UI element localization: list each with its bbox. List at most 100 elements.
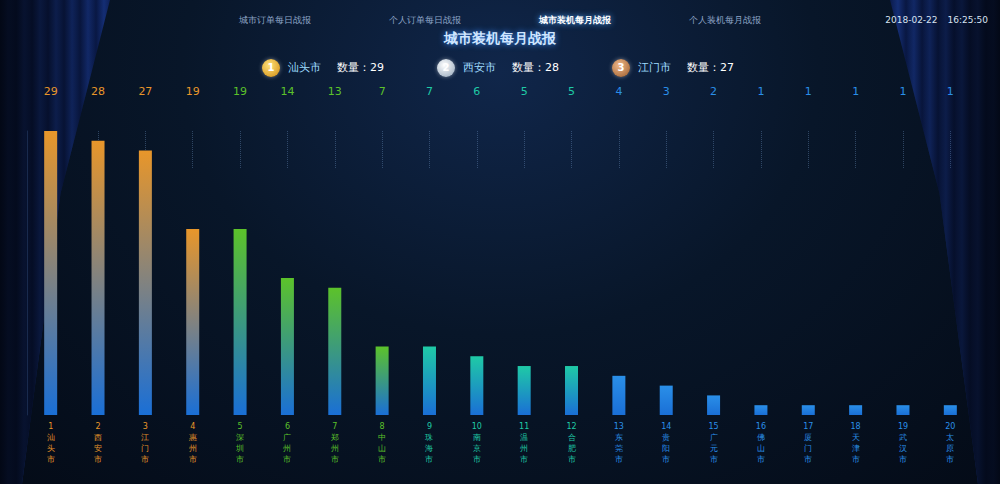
- svg-text:7: 7: [332, 422, 337, 431]
- svg-text:3: 3: [143, 422, 148, 431]
- svg-text:18: 18: [851, 422, 861, 431]
- svg-text:广: 广: [283, 433, 291, 442]
- svg-text:19: 19: [186, 85, 200, 98]
- svg-text:原: 原: [946, 444, 954, 453]
- svg-text:6: 6: [473, 85, 480, 98]
- svg-text:元: 元: [710, 444, 718, 453]
- svg-text:5: 5: [568, 85, 575, 98]
- svg-text:15: 15: [708, 422, 718, 431]
- svg-text:门: 门: [804, 444, 812, 453]
- svg-text:州: 州: [283, 444, 291, 453]
- svg-text:4: 4: [190, 422, 195, 431]
- svg-text:广: 广: [710, 433, 718, 442]
- svg-text:19: 19: [233, 85, 247, 98]
- svg-text:市: 市: [662, 455, 670, 464]
- svg-text:山: 山: [378, 444, 386, 453]
- svg-text:市: 市: [236, 455, 244, 464]
- svg-text:10: 10: [472, 422, 482, 431]
- svg-text:西: 西: [94, 433, 102, 442]
- svg-text:5: 5: [238, 422, 243, 431]
- svg-text:13: 13: [328, 85, 342, 98]
- svg-text:市: 市: [710, 455, 718, 464]
- svg-text:5: 5: [521, 85, 528, 98]
- svg-text:惠: 惠: [188, 433, 197, 442]
- svg-text:4: 4: [615, 85, 622, 98]
- svg-text:14: 14: [280, 85, 294, 98]
- svg-text:市: 市: [425, 455, 433, 464]
- svg-text:1: 1: [852, 85, 859, 98]
- svg-text:中: 中: [378, 433, 386, 442]
- svg-text:武: 武: [899, 433, 907, 442]
- svg-text:珠: 珠: [425, 433, 433, 442]
- svg-text:市: 市: [757, 455, 765, 464]
- svg-text:头: 头: [47, 444, 55, 453]
- svg-text:19: 19: [898, 422, 908, 431]
- svg-text:市: 市: [378, 455, 386, 464]
- svg-text:1: 1: [48, 422, 53, 431]
- svg-text:市: 市: [47, 455, 55, 464]
- svg-text:市: 市: [899, 455, 907, 464]
- svg-text:17: 17: [803, 422, 813, 431]
- svg-text:2: 2: [95, 422, 100, 431]
- svg-text:东: 东: [615, 433, 623, 442]
- svg-text:市: 市: [852, 455, 860, 464]
- svg-text:3: 3: [663, 85, 670, 98]
- svg-text:9: 9: [427, 422, 432, 431]
- svg-text:阳: 阳: [662, 444, 670, 453]
- svg-text:市: 市: [283, 455, 291, 464]
- svg-text:市: 市: [331, 455, 339, 464]
- svg-text:肥: 肥: [568, 444, 576, 453]
- svg-text:11: 11: [519, 422, 529, 431]
- svg-text:20: 20: [945, 422, 955, 431]
- svg-text:6: 6: [285, 422, 290, 431]
- svg-text:2: 2: [710, 85, 717, 98]
- svg-text:天: 天: [852, 433, 860, 442]
- svg-text:太: 太: [946, 433, 954, 442]
- svg-text:29: 29: [44, 85, 58, 98]
- svg-text:16: 16: [756, 422, 766, 431]
- svg-text:莞: 莞: [615, 444, 623, 453]
- svg-text:14: 14: [661, 422, 671, 431]
- svg-text:28: 28: [91, 85, 105, 98]
- svg-text:13: 13: [614, 422, 624, 431]
- svg-text:市: 市: [473, 455, 481, 464]
- svg-text:12: 12: [566, 422, 576, 431]
- svg-text:安: 安: [94, 444, 102, 453]
- svg-text:7: 7: [379, 85, 386, 98]
- svg-text:贵: 贵: [662, 433, 670, 442]
- svg-text:8: 8: [380, 422, 385, 431]
- svg-text:深: 深: [236, 433, 244, 442]
- svg-text:海: 海: [425, 444, 433, 453]
- svg-text:圳: 圳: [235, 444, 244, 453]
- svg-text:江: 江: [141, 433, 149, 442]
- svg-text:郑: 郑: [331, 433, 339, 442]
- svg-text:市: 市: [141, 455, 149, 464]
- svg-text:合: 合: [568, 433, 576, 442]
- svg-text:市: 市: [568, 455, 576, 464]
- svg-text:1: 1: [947, 85, 954, 98]
- svg-text:市: 市: [189, 455, 197, 464]
- svg-text:7: 7: [426, 85, 433, 98]
- svg-text:市: 市: [946, 455, 954, 464]
- svg-text:州: 州: [331, 444, 339, 453]
- svg-text:汉: 汉: [899, 444, 907, 453]
- svg-text:市: 市: [804, 455, 812, 464]
- svg-text:佛: 佛: [757, 433, 765, 442]
- svg-text:南: 南: [473, 433, 481, 442]
- svg-text:温: 温: [520, 433, 528, 442]
- svg-text:京: 京: [473, 444, 481, 453]
- svg-text:州: 州: [520, 444, 528, 453]
- svg-text:厦: 厦: [804, 433, 812, 442]
- svg-text:州: 州: [189, 444, 197, 453]
- svg-text:1: 1: [757, 85, 764, 98]
- svg-text:汕: 汕: [47, 433, 55, 442]
- svg-text:市: 市: [520, 455, 528, 464]
- svg-text:门: 门: [141, 444, 149, 453]
- svg-text:1: 1: [805, 85, 812, 98]
- svg-text:市: 市: [94, 455, 102, 464]
- svg-text:市: 市: [615, 455, 623, 464]
- svg-text:1: 1: [899, 85, 906, 98]
- svg-text:27: 27: [138, 85, 152, 98]
- svg-text:山: 山: [757, 444, 765, 453]
- svg-text:津: 津: [852, 444, 860, 453]
